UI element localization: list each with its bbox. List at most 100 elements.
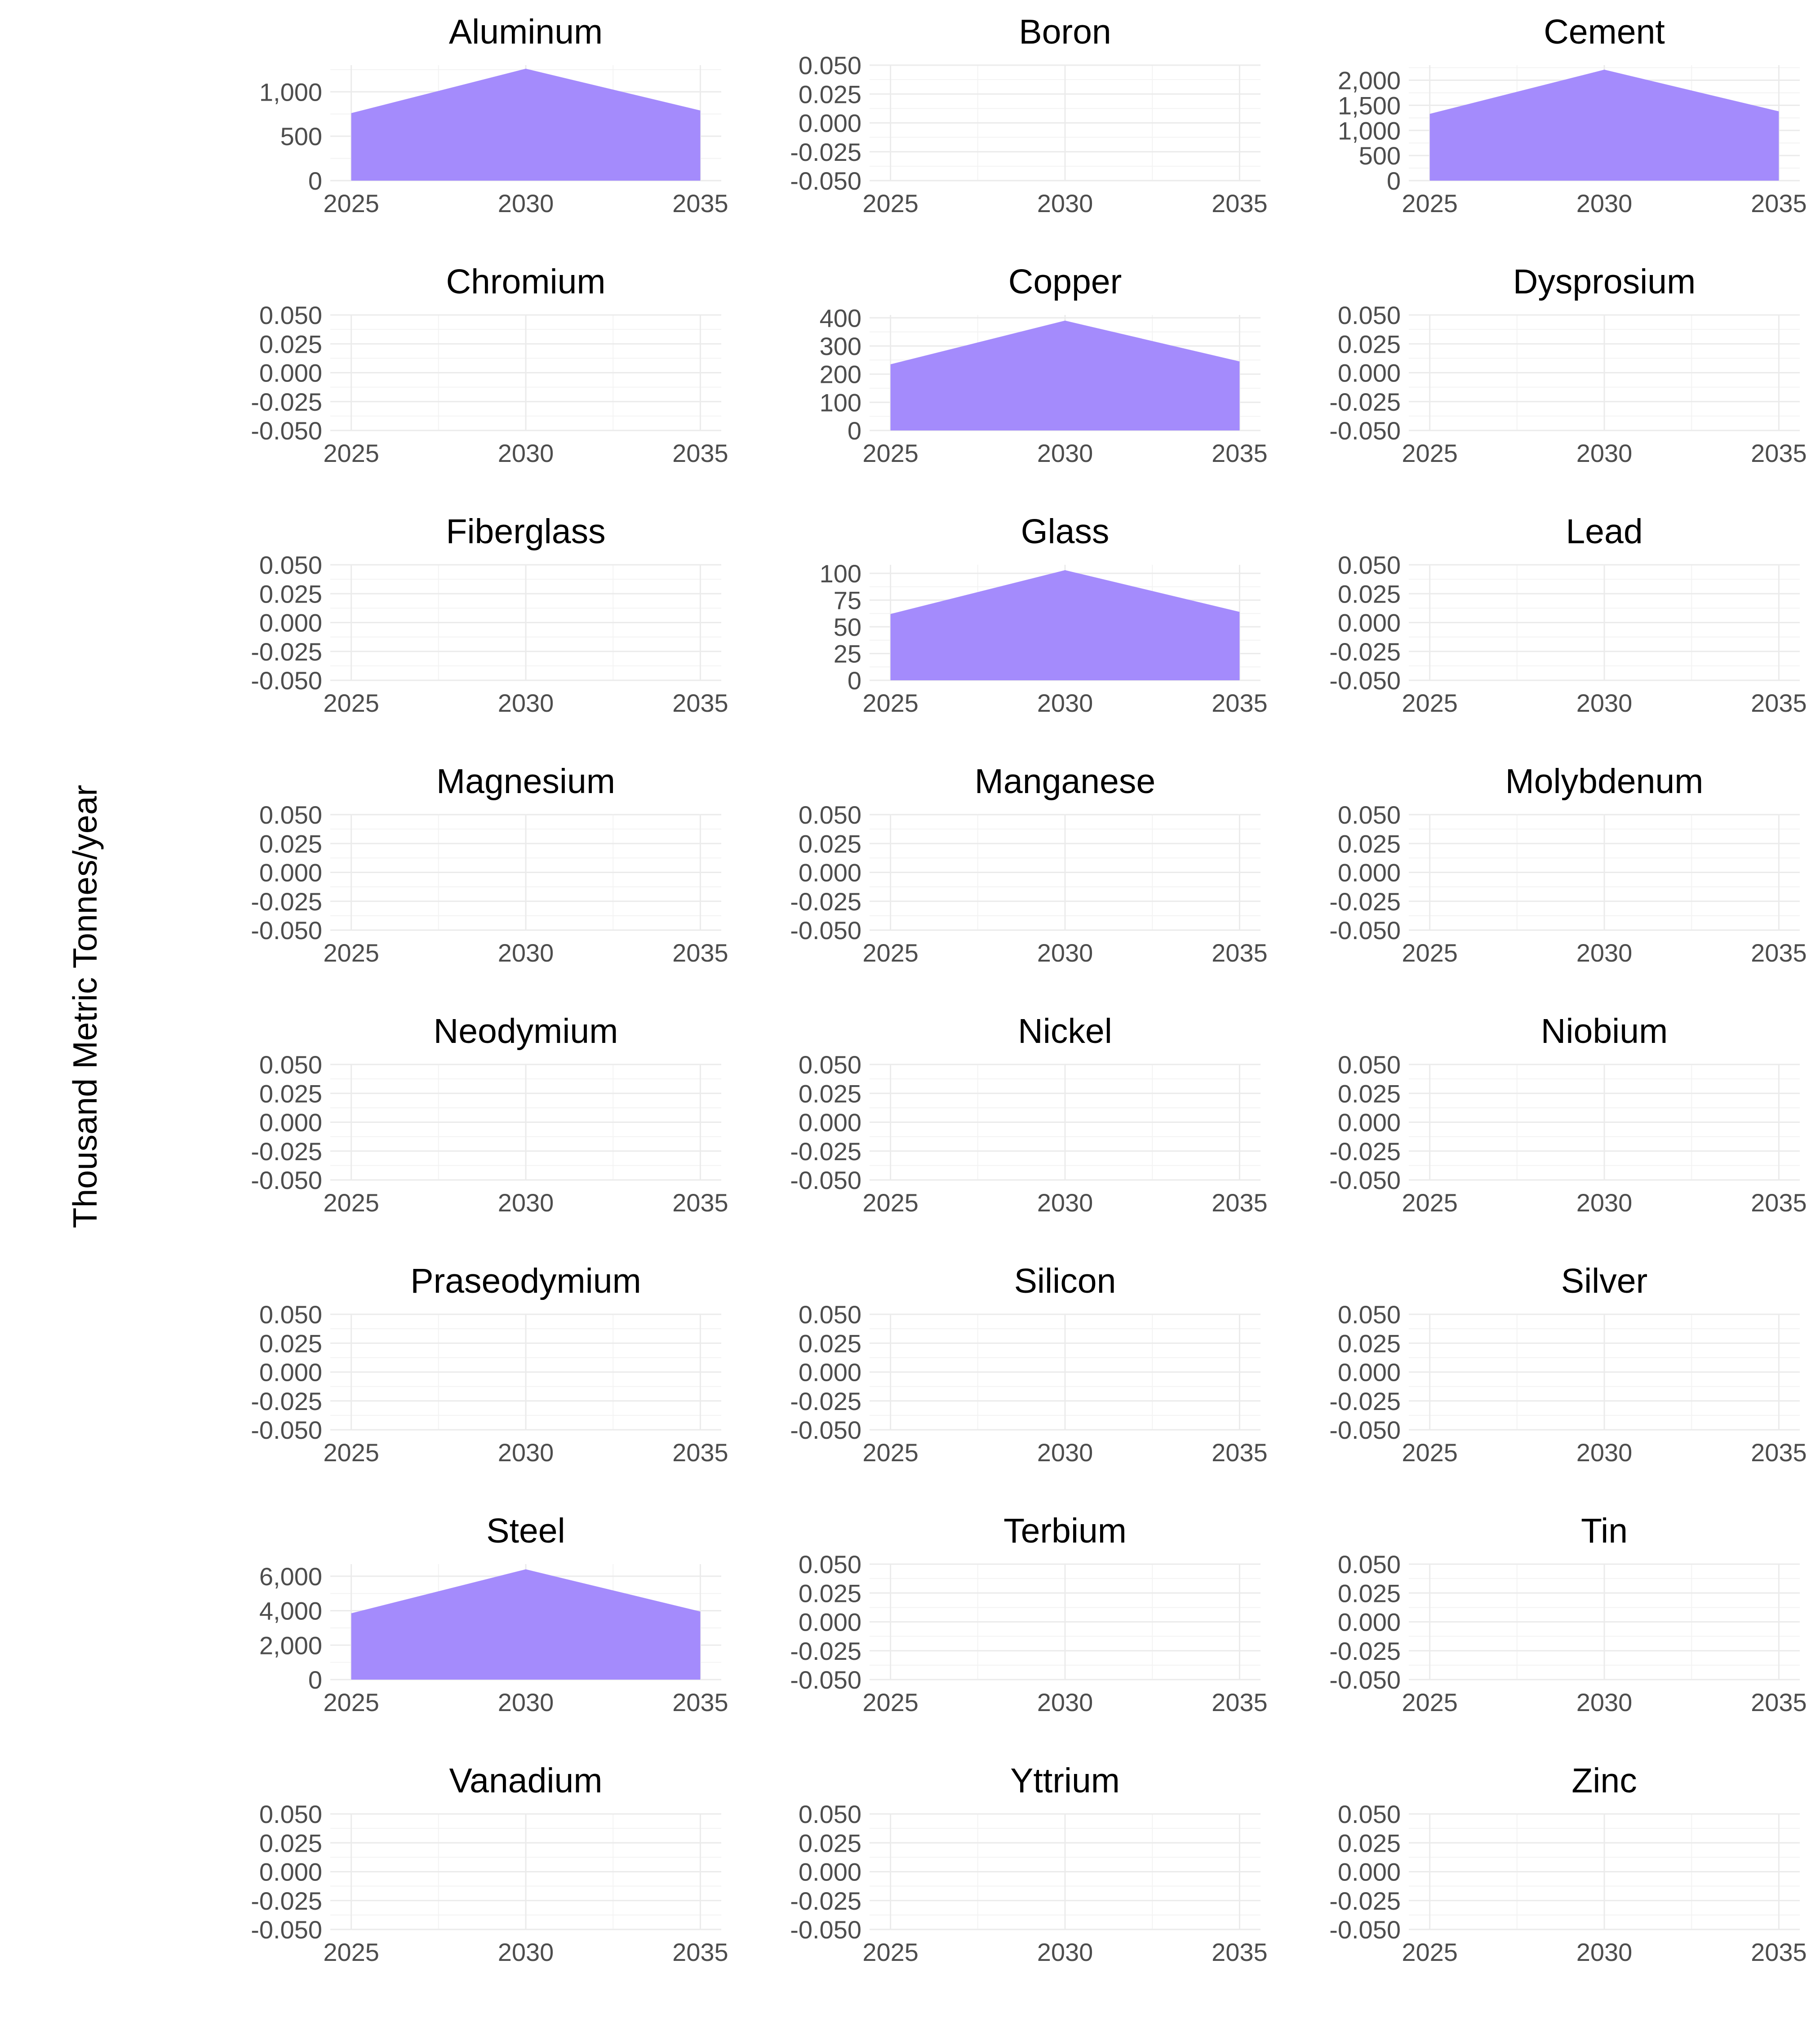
y-tick-label: 0.000 (1338, 1608, 1401, 1636)
y-tick-label: 0.050 (799, 1300, 861, 1329)
y-tick-label: 0.050 (1338, 1051, 1401, 1079)
y-tick-label: -0.050 (251, 666, 322, 695)
x-tick-label: 2030 (498, 689, 554, 717)
y-tick-label: 0.025 (799, 1329, 861, 1357)
y-tick-label: 0.050 (799, 801, 861, 829)
x-tick-label: 2025 (1402, 1938, 1458, 1966)
y-tick-label: 0.050 (799, 51, 861, 80)
x-tick-label: 2035 (1751, 1938, 1807, 1966)
y-tick-label: -0.025 (1329, 1637, 1401, 1665)
y-tick-label: 0.025 (1338, 330, 1401, 358)
x-tick-label: 2030 (1576, 439, 1633, 467)
y-tick-label: -0.050 (251, 1916, 322, 1944)
y-tick-label: 0.050 (1338, 801, 1401, 829)
facet-title: Nickel (1018, 1012, 1112, 1051)
y-tick-label: -0.050 (1329, 1166, 1401, 1194)
x-tick-label: 2030 (1576, 1188, 1633, 1217)
x-tick-label: 2025 (1402, 439, 1458, 467)
x-tick-label: 2030 (1576, 689, 1633, 717)
y-tick-label: 0.000 (259, 359, 322, 387)
y-tick-label: 0.000 (799, 1858, 861, 1886)
facet-title: Neodymium (434, 1012, 618, 1051)
y-tick-label: -0.050 (790, 1916, 861, 1944)
x-tick-label: 2030 (1037, 439, 1093, 467)
y-tick-label: 0 (308, 1666, 322, 1694)
x-tick-label: 2035 (1751, 689, 1807, 717)
y-tick-label: 0.025 (1338, 1829, 1401, 1857)
x-tick-label: 2025 (323, 939, 379, 967)
y-tick-label: 0.000 (259, 1858, 322, 1886)
y-tick-label: -0.025 (1329, 1887, 1401, 1915)
y-tick-label: 0.025 (799, 829, 861, 858)
y-tick-label: 6,000 (259, 1562, 322, 1591)
y-tick-label: -0.025 (790, 1137, 861, 1166)
y-tick-label: -0.025 (1329, 1137, 1401, 1166)
y-tick-label: 0.050 (259, 801, 322, 829)
area-cement (1429, 70, 1779, 181)
y-tick-label: 0.025 (259, 330, 322, 358)
x-tick-label: 2030 (1576, 1438, 1633, 1467)
y-tick-label: 0.050 (259, 301, 322, 329)
y-tick-label: -0.050 (251, 916, 322, 944)
y-tick-label: -0.050 (790, 1666, 861, 1694)
y-tick-label: -0.025 (251, 1137, 322, 1166)
y-tick-label: 0.050 (259, 1800, 322, 1828)
y-tick-label: 300 (820, 332, 861, 360)
x-tick-label: 2025 (323, 1938, 379, 1966)
area-steel (351, 1569, 701, 1680)
facet-title: Aluminum (449, 13, 603, 51)
y-tick-label: 0.050 (1338, 1300, 1401, 1329)
x-tick-label: 2035 (672, 689, 728, 717)
facet-title: Tin (1581, 1512, 1628, 1550)
y-tick-label: 0.000 (799, 1358, 861, 1387)
y-tick-label: 0.050 (799, 1051, 861, 1079)
x-tick-label: 2025 (1402, 939, 1458, 967)
facet-title: Molybdenum (1505, 762, 1704, 801)
y-tick-label: -0.025 (251, 1387, 322, 1415)
facet-title: Niobium (1541, 1012, 1668, 1051)
y-tick-label: 2,000 (1338, 67, 1401, 95)
facet-title: Dysprosium (1513, 262, 1696, 301)
y-tick-label: 2,000 (259, 1631, 322, 1659)
facet-title: Silicon (1014, 1262, 1116, 1300)
x-tick-label: 2030 (1037, 1688, 1093, 1716)
y-tick-label: -0.050 (251, 1416, 322, 1444)
x-tick-label: 2030 (1037, 1188, 1093, 1217)
facet-title: Glass (1021, 512, 1110, 551)
y-tick-label: 500 (280, 122, 322, 151)
y-tick-label: -0.025 (251, 887, 322, 916)
x-tick-label: 2035 (1212, 1438, 1268, 1467)
y-tick-label: -0.025 (790, 1637, 861, 1665)
y-tick-label: -0.050 (790, 167, 861, 195)
x-tick-label: 2030 (498, 189, 554, 217)
y-tick-label: 0 (308, 167, 322, 195)
y-tick-label: 100 (820, 388, 861, 417)
x-tick-label: 2030 (1037, 189, 1093, 217)
x-tick-label: 2030 (1037, 939, 1093, 967)
y-tick-label: 0.025 (1338, 580, 1401, 608)
x-tick-label: 2025 (323, 689, 379, 717)
area-aluminum (351, 68, 701, 181)
y-tick-label: -0.050 (251, 417, 322, 445)
y-tick-label: 0.050 (259, 1051, 322, 1079)
facet-title: Steel (486, 1512, 565, 1550)
x-tick-label: 2030 (1037, 1938, 1093, 1966)
y-tick-label: 0.050 (1338, 551, 1401, 579)
x-tick-label: 2035 (1751, 1438, 1807, 1467)
y-tick-label: 0.025 (1338, 1579, 1401, 1607)
x-tick-label: 2030 (1037, 689, 1093, 717)
y-tick-label: 0.025 (799, 1579, 861, 1607)
y-tick-label: -0.050 (1329, 1416, 1401, 1444)
x-tick-label: 2035 (672, 1438, 728, 1467)
y-tick-label: 200 (820, 360, 861, 389)
